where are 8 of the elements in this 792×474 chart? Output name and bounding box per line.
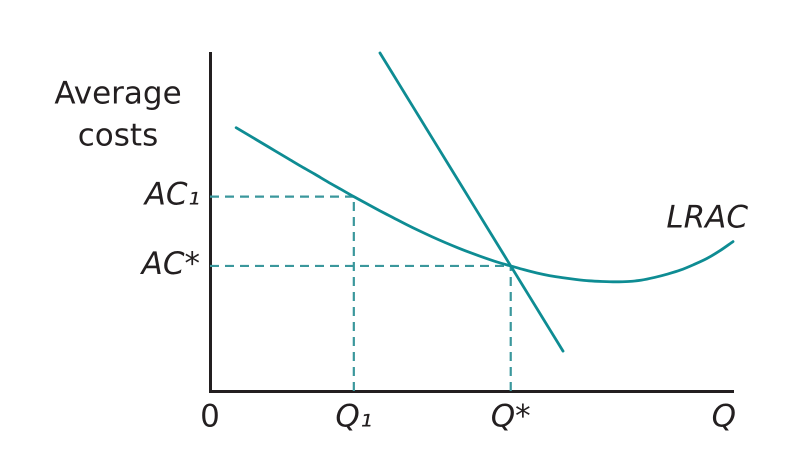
ref-line-label: AC₁ (142, 176, 200, 213)
x-tick-label: Q₁ (335, 398, 372, 435)
x-tick-label: Q* (490, 398, 531, 435)
y-axis-title: Average costs (54, 76, 182, 154)
x-axis-title: Q (712, 398, 736, 435)
ref-line-label: AC* (140, 246, 200, 282)
series-label: LRAC (666, 200, 748, 236)
x-tick-label: 0 (200, 398, 220, 435)
